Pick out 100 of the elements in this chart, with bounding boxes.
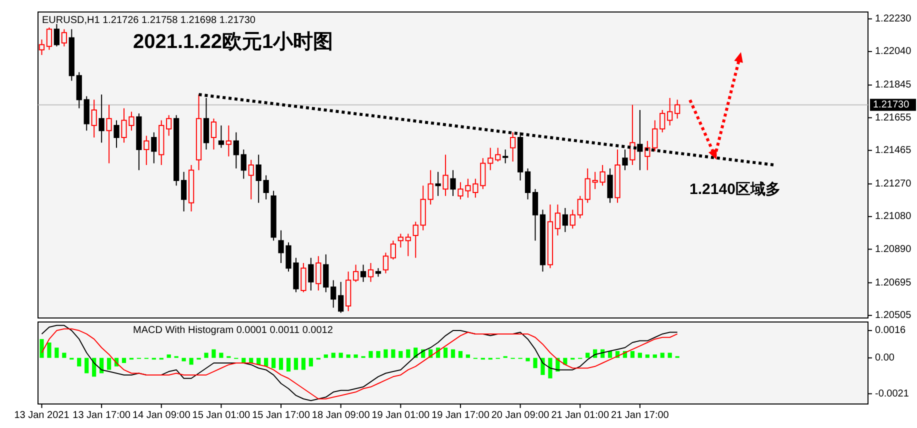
y-tick-label: 1.21655	[875, 112, 912, 124]
bar	[526, 358, 530, 362]
text: 2021.1.22欧元1小时图	[133, 31, 334, 53]
candlestick	[114, 120, 120, 148]
bar	[106, 358, 112, 370]
ref-line-label: 1.21730	[873, 99, 910, 110]
candlestick	[98, 94, 104, 144]
bar	[354, 354, 358, 358]
candlestick	[54, 24, 60, 47]
candlestick	[91, 99, 97, 138]
candlestick	[323, 254, 329, 293]
bar	[100, 358, 104, 374]
bar	[533, 358, 538, 368]
y-tick-label: 1.20505	[875, 310, 912, 322]
bar	[384, 349, 388, 358]
x-tick-label: 21 Jan 17:00	[611, 410, 670, 421]
annotation: 1.2140区域多	[690, 181, 780, 198]
candlestick	[442, 154, 448, 196]
candlestick	[338, 281, 344, 314]
x-tick-label: 15 Jan 01:00	[192, 410, 251, 421]
bar	[608, 351, 612, 358]
candlestick	[210, 118, 217, 150]
bar	[166, 354, 171, 358]
bar	[586, 352, 590, 358]
bar	[368, 351, 373, 358]
candlestick	[652, 120, 658, 152]
bar	[204, 352, 208, 358]
candlestick	[412, 221, 418, 258]
bar	[308, 358, 313, 366]
candlestick	[226, 124, 232, 157]
candlestick	[61, 28, 67, 47]
x-tick-label: 21 Jan 01:00	[551, 410, 610, 421]
candlestick	[180, 171, 187, 212]
candlestick	[240, 149, 246, 180]
y-tick-label: 1.20890	[875, 244, 912, 255]
x-tick-label: 13 Jan 2021	[14, 410, 70, 421]
candlestick	[166, 114, 172, 136]
candlestick	[352, 264, 359, 282]
x-tick-label: 20 Jan 09:00	[491, 410, 550, 421]
candlestick	[622, 149, 628, 171]
y-tick-label: 1.21270	[875, 178, 912, 190]
bar	[54, 348, 59, 358]
candlestick	[524, 168, 531, 200]
bar	[450, 349, 456, 358]
bar	[548, 358, 552, 378]
y-tick-label: -0.0021	[875, 388, 910, 400]
bar	[212, 349, 216, 358]
candlestick	[532, 188, 538, 242]
bar	[219, 352, 224, 358]
candlestick	[577, 195, 583, 219]
x-tick-label: 19 Jan 01:00	[372, 410, 430, 421]
bar	[47, 342, 52, 358]
candlestick	[106, 104, 112, 164]
candlestick	[218, 124, 224, 148]
candlestick	[360, 264, 366, 282]
y-tick-label: 1.20695	[875, 277, 912, 288]
bar	[376, 351, 380, 358]
bar	[406, 349, 410, 358]
bar	[630, 351, 635, 358]
candlestick	[151, 132, 157, 164]
y-tick-label: 0.0016	[875, 325, 906, 336]
y-tick-label: 0.00	[875, 352, 895, 364]
bar	[668, 352, 672, 358]
candlestick	[562, 207, 568, 233]
candlestick	[144, 135, 150, 166]
y-tick-label: 1.22040	[875, 46, 912, 58]
bar	[62, 352, 66, 358]
bar	[660, 352, 664, 358]
candlestick	[554, 204, 561, 236]
chart-title: MACD With Histogram 0.0001 0.0011 0.0012	[133, 325, 334, 336]
bar	[77, 358, 82, 366]
candlestick	[660, 109, 666, 133]
x-tick-label: 14 Jan 09:00	[132, 410, 191, 421]
candlestick	[300, 262, 306, 293]
candlestick	[248, 159, 254, 200]
candlestick	[316, 256, 322, 291]
candlestick	[495, 147, 501, 162]
y-tick-label: 1.22230	[875, 14, 912, 25]
bar	[638, 352, 642, 358]
candlestick	[630, 104, 636, 166]
candlestick	[450, 170, 456, 196]
bar	[84, 358, 89, 374]
candlestick	[674, 99, 680, 120]
bar	[122, 358, 126, 363]
candlestick	[607, 168, 613, 204]
bar	[271, 358, 276, 368]
bar	[278, 358, 284, 370]
bar	[443, 348, 448, 358]
candlestick	[398, 233, 404, 248]
x-tick-label: 15 Jan 17:00	[252, 410, 310, 421]
y-tick-label: 1.21080	[875, 211, 912, 222]
bar	[652, 354, 657, 358]
bar	[286, 358, 291, 372]
bar	[189, 358, 194, 365]
bar	[182, 358, 186, 362]
x-tick-label: 18 Jan 09:00	[312, 410, 370, 421]
candlestick	[667, 97, 673, 126]
bar	[391, 349, 396, 358]
bar	[346, 354, 350, 358]
candlestick	[390, 240, 396, 260]
